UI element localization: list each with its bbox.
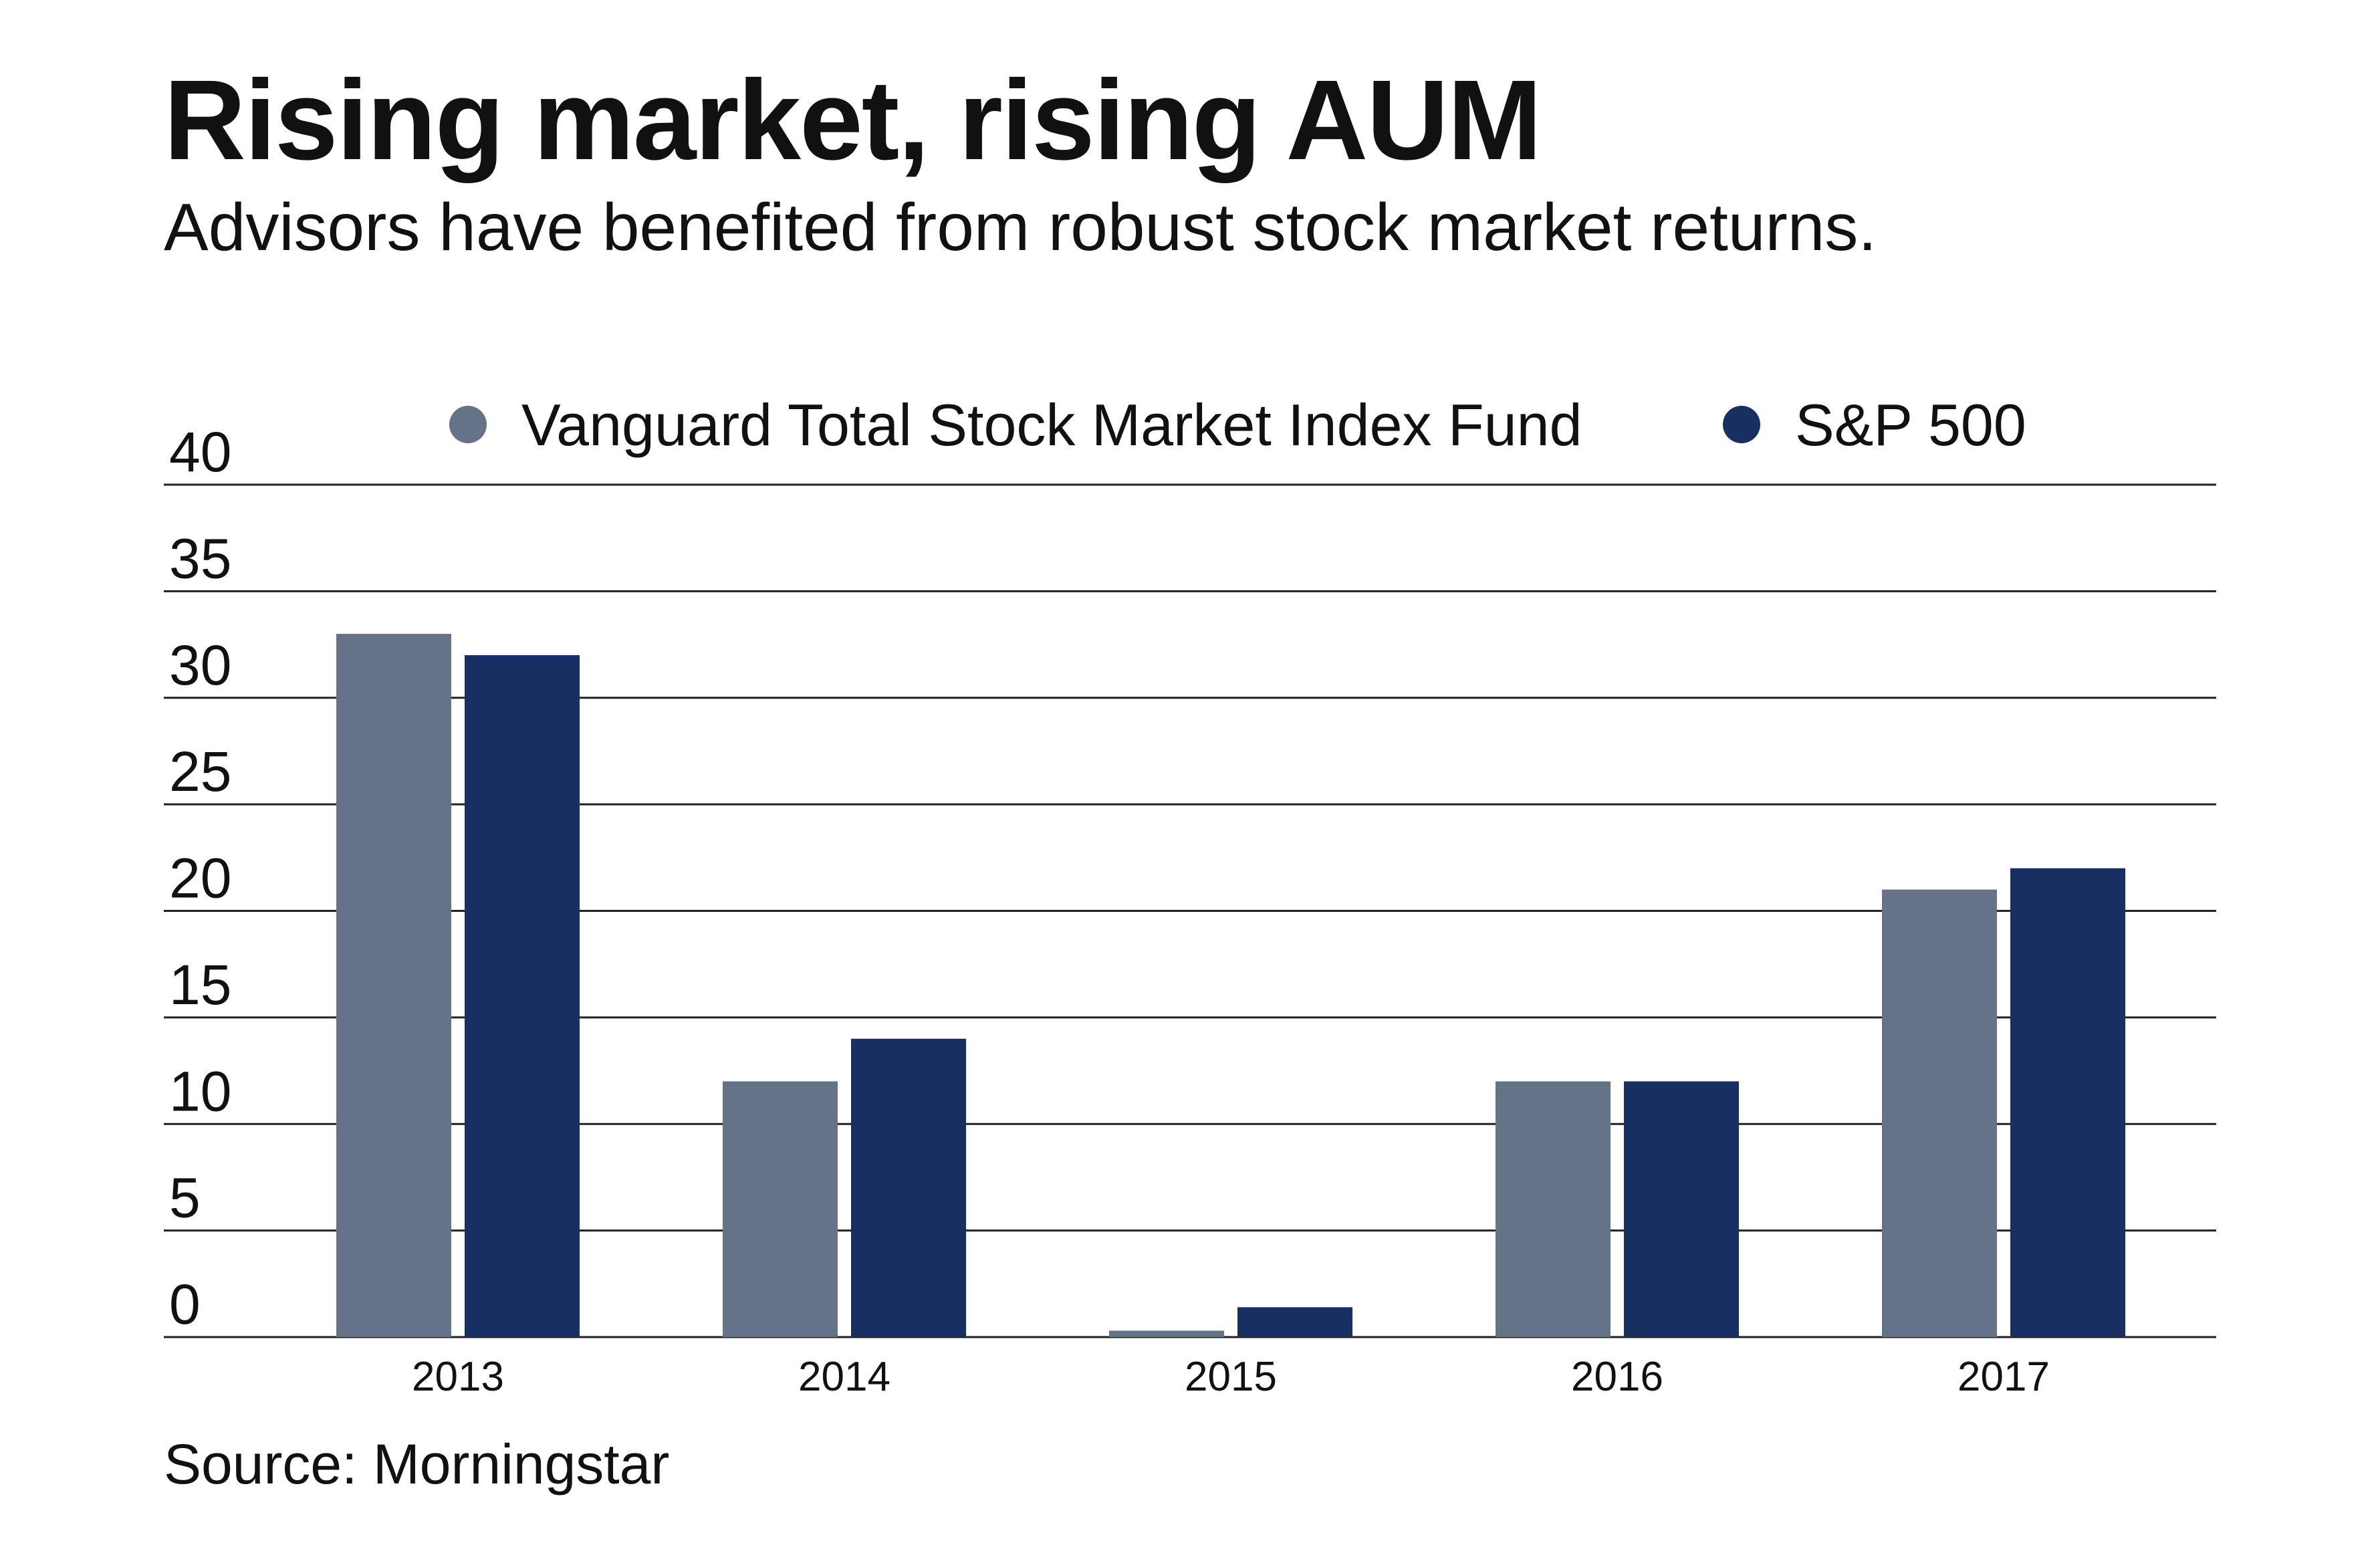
bar-2014-series-1 [851, 1038, 966, 1337]
bar-2013-series-1 [465, 655, 580, 1337]
bar-2014-series-0 [723, 1081, 838, 1337]
y-tick-label: 15 [169, 953, 231, 1016]
legend-label: Vanguard Total Stock Market Index Fund [521, 392, 1582, 458]
bar-2017-series-1 [2010, 868, 2125, 1337]
y-tick-label: 35 [169, 527, 231, 590]
y-tick-label: 25 [169, 740, 231, 803]
bar-2015-series-0 [1109, 1330, 1224, 1337]
x-tick-label: 2013 [412, 1354, 504, 1400]
bar-2017-series-0 [1882, 889, 1997, 1337]
x-tick-label: 2015 [1185, 1354, 1277, 1400]
x-tick-label: 2017 [1957, 1354, 2050, 1400]
y-tick-label: 40 [169, 421, 231, 483]
source-note: Source: Morningstar [164, 1433, 670, 1496]
x-tick-label: 2016 [1571, 1354, 1663, 1400]
legend-swatch [1723, 406, 1760, 443]
legend: Vanguard Total Stock Market Index Fund S&… [449, 392, 2026, 458]
bars [336, 634, 2125, 1337]
legend-label: S&P 500 [1795, 392, 2026, 458]
y-tick-label: 0 [169, 1273, 201, 1336]
chart-title: Rising market, rising AUM [164, 57, 1542, 184]
y-tick-label: 10 [169, 1060, 231, 1122]
y-tick-label: 30 [169, 634, 231, 697]
bar-2013-series-0 [336, 634, 451, 1337]
chart-subtitle: Advisors have benefited from robust stoc… [164, 190, 1877, 265]
y-tick-label: 20 [169, 847, 231, 910]
x-tick-label: 2014 [798, 1354, 890, 1400]
bar-2016-series-1 [1624, 1081, 1739, 1337]
bar-2015-series-1 [1237, 1307, 1352, 1337]
legend-swatch [449, 406, 487, 443]
x-axis-ticks: 2013 2014 2015 2016 2017 [412, 1354, 2050, 1400]
bar-2016-series-0 [1496, 1081, 1611, 1337]
y-axis-ticks: 0 5 10 15 20 25 30 35 40 [169, 421, 231, 1336]
y-tick-label: 5 [169, 1167, 201, 1229]
